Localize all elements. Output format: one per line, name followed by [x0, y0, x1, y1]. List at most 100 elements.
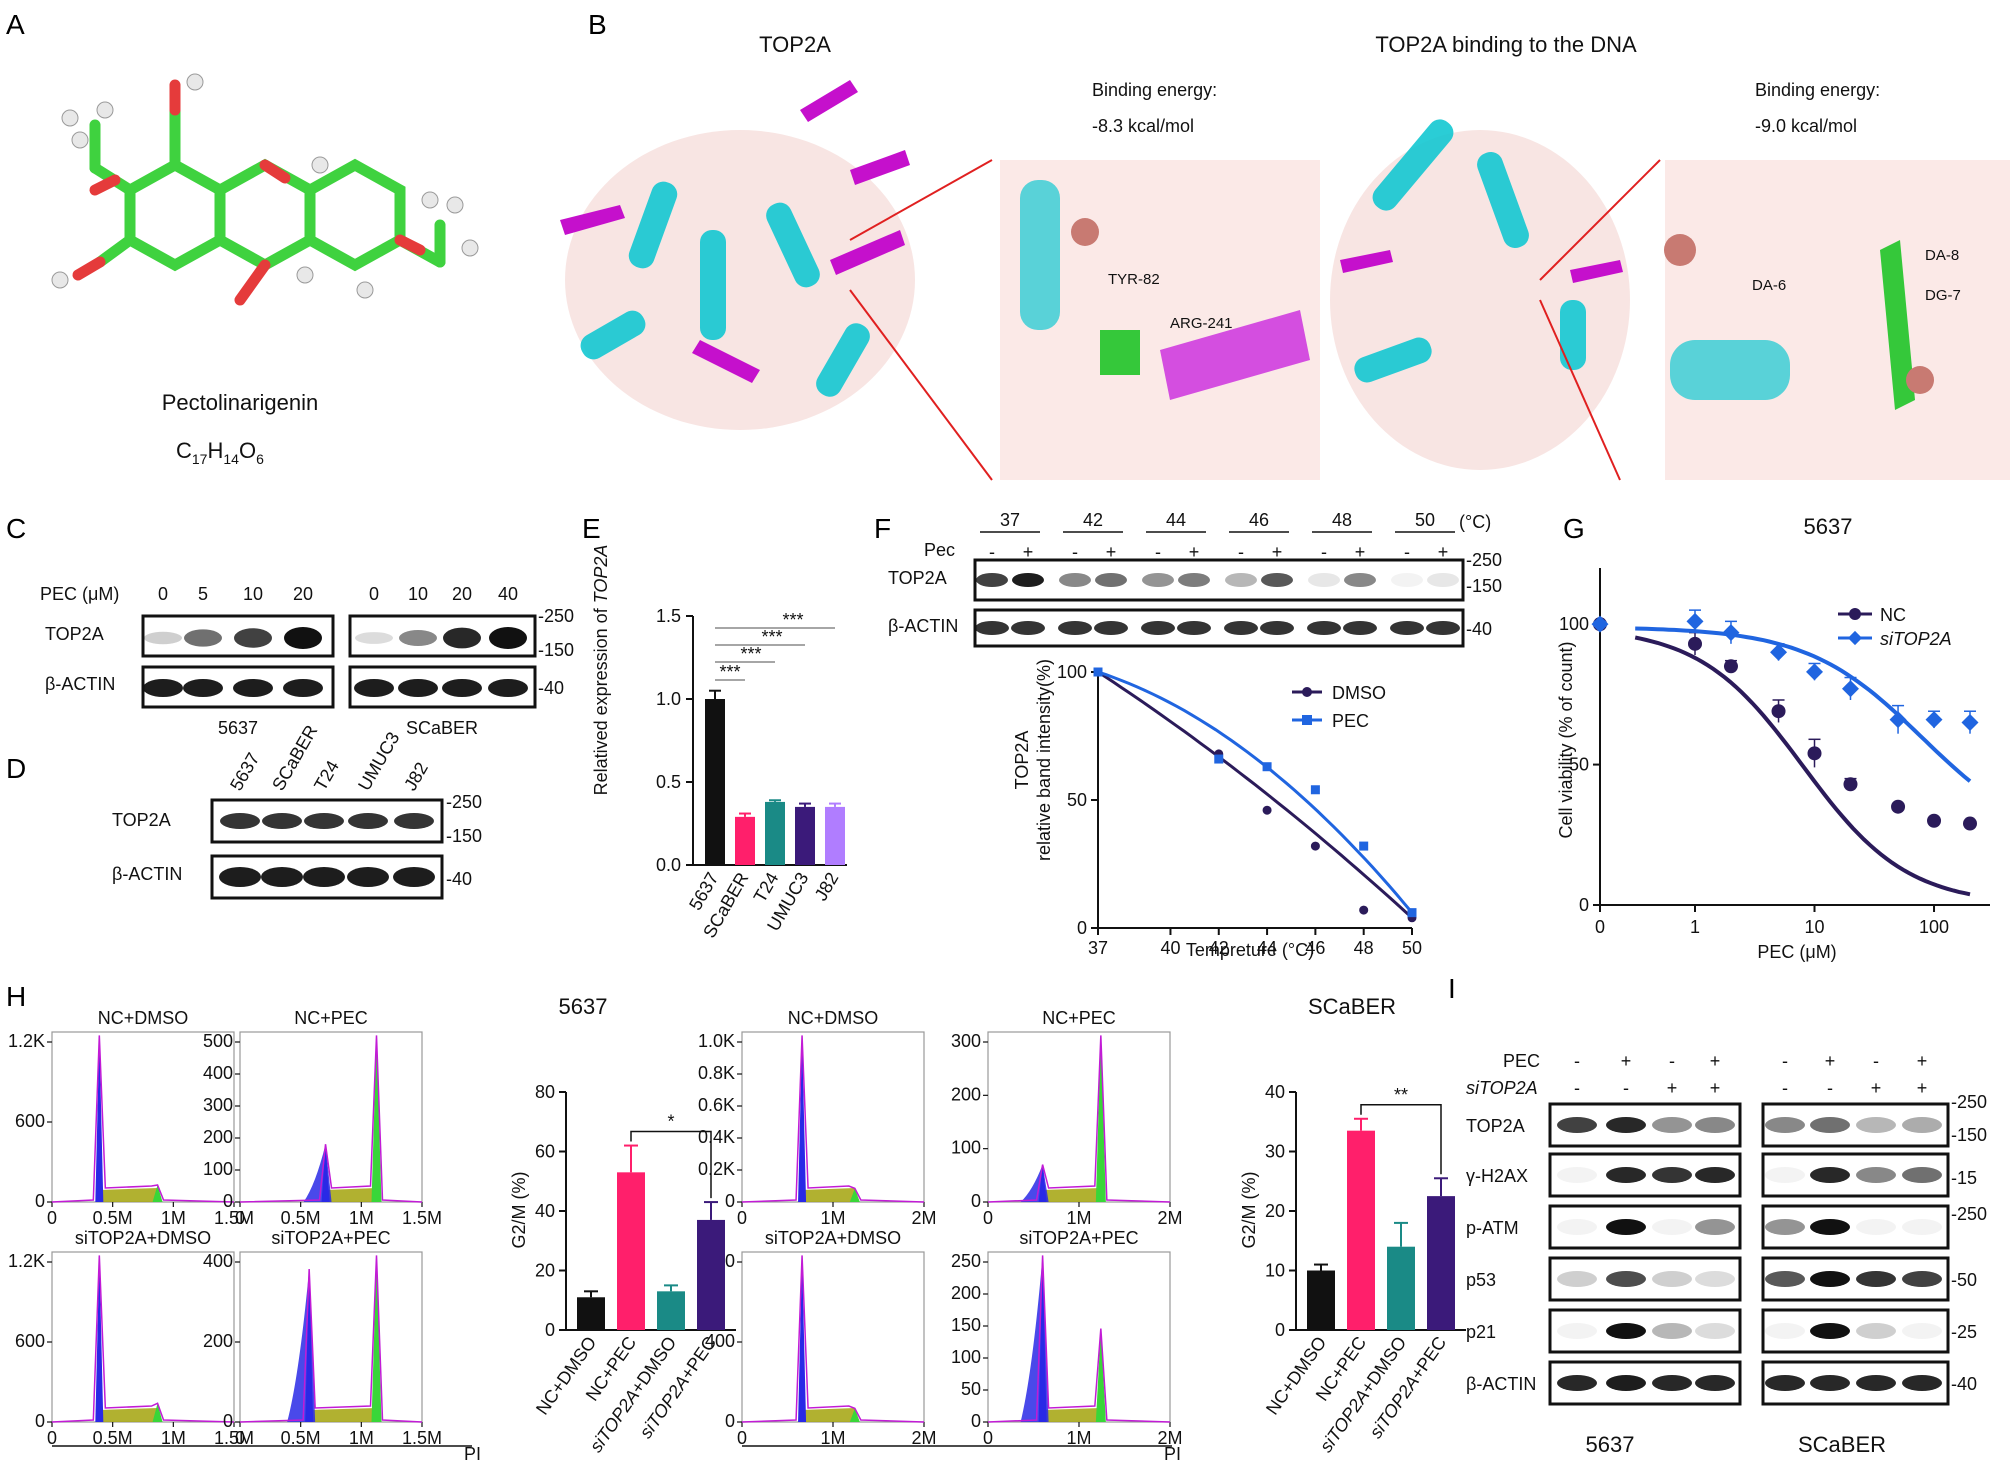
f-band-top2a-0 [976, 573, 1008, 587]
b-residue-tyr: TYR-82 [1108, 271, 1160, 288]
i-band-scaber-0-1 [1810, 1117, 1850, 1133]
i-band-5637-5-2 [1652, 1375, 1692, 1391]
f-xtick-3: 44 [1257, 938, 1277, 958]
f-band-top2a-5 [1178, 573, 1210, 587]
c-band-actin-5637-1 [183, 679, 223, 697]
h1-xtick-0: NC+DMSO [532, 1333, 600, 1419]
h-5637-ncpec-xtick-1: 0.5M [281, 1208, 321, 1228]
e-ytick-3: 1.5 [656, 606, 681, 626]
h-5637-sidmso-title: siTOP2A+DMSO [75, 1228, 211, 1248]
i-treatment-signs: - - + - - + + + - - + - - + + + [1574, 1051, 1927, 1098]
f-row-actin: β-ACTIN [888, 616, 958, 636]
i-row-sitop2a: siTOP2A [1466, 1078, 1538, 1098]
i-band-5637-2-0 [1557, 1219, 1597, 1235]
i-marker-2: -15 [1951, 1168, 1977, 1188]
h-5637-sidmso-xtick-1: 0.5M [93, 1428, 133, 1448]
i-pec-sign-0-2: - [1669, 1051, 1675, 1071]
h-5637-sidmso: siTOP2A+DMSO 0 600 1.2K 0 0.5M 1M 1.5M [8, 1228, 254, 1448]
i-blots: TOP2A γ-H2AX p-ATM p53 p21 β-ACTIN -250 -150 -15… [1466, 1092, 1987, 1406]
f-sign-37-0: - [989, 542, 995, 562]
h-scaber-ncdmso-ytick-5: 1.0K [698, 1031, 735, 1051]
d-row-actin: β-ACTIN [112, 864, 182, 884]
b-title-left: TOP2A [759, 32, 831, 57]
h-scaber-sipec-xtick-0: 0 [983, 1428, 993, 1448]
e-xtick-4: J82 [811, 869, 843, 904]
i-marker-3: -250 [1951, 1204, 1987, 1224]
g-point-siTOP2A-200 [1961, 713, 1979, 731]
c-band-actin-5637-0 [143, 679, 183, 697]
h2-bar-1 [1347, 1130, 1375, 1330]
h1-ytick-3: 60 [535, 1142, 555, 1162]
f-band-actin-11 [1426, 621, 1460, 635]
h-scaber-sipec-ytick-4: 200 [951, 1283, 981, 1303]
g-point-siTOP2A-100 [1925, 711, 1943, 729]
c-band-actin-scaber-0 [354, 679, 394, 697]
f-marker-150: -150 [1466, 576, 1502, 596]
g-legend-sitop2a: siTOP2A [1880, 629, 1952, 649]
h-scaber-ncdmso-xtick-0: 0 [737, 1208, 747, 1228]
f-band-top2a-8 [1308, 573, 1340, 587]
h-scaber-sidmso: siTOP2A+DMSO040080001M2M [705, 1228, 937, 1448]
d-marker-250: -250 [446, 792, 482, 812]
i-band-scaber-4-2 [1856, 1323, 1896, 1339]
c-band-actin-5637-3 [283, 679, 323, 697]
h-scaber-sidmso-xtick-0: 0 [737, 1428, 747, 1448]
f-point-DMSO-48 [1359, 905, 1369, 915]
i-cell-scaber: SCaBER [1798, 1432, 1886, 1457]
panel-label-f: F [874, 513, 891, 544]
f-ytick-2: 100 [1057, 662, 1087, 682]
i-marker-0: -250 [1951, 1092, 1987, 1112]
i-band-scaber-1-3 [1902, 1167, 1942, 1183]
i-band-scaber-3-0 [1765, 1271, 1805, 1287]
i-row-3: p53 [1466, 1270, 1496, 1290]
c-conc-scaber-3: 40 [498, 584, 518, 604]
i-cell-5637: 5637 [1586, 1432, 1635, 1457]
panel-label-b: B [588, 9, 607, 40]
i-band-5637-4-3 [1695, 1323, 1735, 1339]
h-scaber-ncdmso-ytick-4: 0.8K [698, 1063, 735, 1083]
f-curve-DMSO [1097, 670, 1414, 919]
h-scaber-sidmso-ytick-1: 400 [705, 1331, 735, 1351]
chart-f: 0 50 100 37 40 42 44 46 48 50 DMSO PEC [1057, 662, 1422, 958]
f-band-top2a-10 [1391, 573, 1423, 587]
i-si-sign-0-1: - [1623, 1078, 1629, 1098]
f-band-actin-1 [1011, 621, 1045, 635]
c-conc-5637-2: 10 [243, 584, 263, 604]
i-pec-sign-1-1: + [1825, 1051, 1836, 1071]
i-band-5637-3-0 [1557, 1271, 1597, 1287]
f-ylabel2: relative band intensity(%) [1034, 659, 1054, 861]
f-point-PEC-44 [1262, 762, 1272, 772]
f-temperature-headers: 37- +42- +44- +46- +48- +50- + [980, 510, 1455, 562]
i-band-5637-3-1 [1606, 1271, 1646, 1287]
panel-label-d: D [6, 753, 26, 784]
f-marker-40: -40 [1466, 619, 1492, 639]
h2-sig: ** [1394, 1085, 1408, 1105]
i-si-sign-1-0: - [1782, 1078, 1788, 1098]
h-5637-sidmso-ytick-2: 1.2K [8, 1251, 45, 1271]
f-ytick-1: 50 [1067, 790, 1087, 810]
h-5637-ncpec-ytick-3: 300 [203, 1095, 233, 1115]
h1-ytick-0: 0 [545, 1320, 555, 1340]
h1-ytick-4: 80 [535, 1082, 555, 1102]
d-lane-0: 5637 [226, 749, 263, 794]
h-5637-ncpec-title: NC+PEC [294, 1008, 368, 1028]
f-xtick-1: 40 [1160, 938, 1180, 958]
h-scaber-sidmso-xtick-1: 1M [820, 1428, 845, 1448]
f-legend-dmso-marker [1302, 687, 1312, 697]
h2-ytick-0: 0 [1275, 1320, 1285, 1340]
f-band-actin-5 [1177, 621, 1211, 635]
g-point-NC-200 [1963, 816, 1977, 831]
g-ytick-1: 50 [1569, 755, 1589, 775]
i-band-5637-0-2 [1652, 1117, 1692, 1133]
h-scaber-ncdmso-ytick-0: 0 [725, 1191, 735, 1211]
i-marker-1: -150 [1951, 1125, 1987, 1145]
i-band-scaber-0-3 [1902, 1117, 1942, 1133]
h-5637-sidmso-ytick-1: 600 [15, 1331, 45, 1351]
i-blot-scaber-2 [1761, 1204, 1950, 1250]
f-marker-250: -250 [1466, 550, 1502, 570]
i-band-scaber-1-2 [1856, 1167, 1896, 1183]
e-bar-T24 [765, 801, 785, 865]
h-scaber-ncdmso-ytick-2: 0.4K [698, 1127, 735, 1147]
d-band-actin-3 [347, 867, 389, 887]
c-conc-5637-3: 20 [293, 584, 313, 604]
